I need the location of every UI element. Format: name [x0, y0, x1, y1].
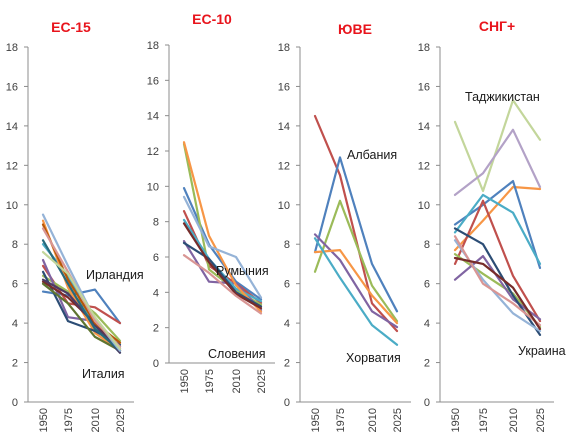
- y-tick-label-yuve: 6: [284, 279, 290, 291]
- chart-title-sng: СНГ+: [479, 18, 515, 34]
- y-tick-label-ec15: 8: [12, 239, 18, 251]
- x-tick-label-ec10: 1950: [179, 369, 191, 393]
- y-tick-label-ec10: 18: [147, 40, 159, 52]
- x-tick-label-ec10: 2010: [231, 369, 243, 393]
- series-line-yuve-6: [313, 237, 399, 346]
- x-tick-label-yuve: 1975: [335, 408, 347, 432]
- chart-title-ec15: ЕС-15: [51, 19, 91, 35]
- series-line-yuve-1: [313, 114, 399, 333]
- y-tick-label-sng: 6: [424, 279, 430, 291]
- y-tick-label-sng: 8: [424, 239, 430, 251]
- series-line-ec10-8: [182, 222, 263, 310]
- chart-title-ec10: ЕС-10: [192, 11, 232, 27]
- annotation-ec10-2: Словения: [208, 347, 266, 361]
- y-tick-label-sng: 0: [424, 397, 430, 409]
- x-tick-label-yuve: 1950: [310, 408, 322, 432]
- series-line-yuve-5: [313, 249, 399, 325]
- series-line-sng-2: [453, 128, 542, 196]
- y-tick-label-sng: 16: [418, 81, 430, 93]
- series-line-ec10-2: [182, 210, 263, 304]
- x-tick-label-sng: 2025: [535, 408, 547, 432]
- y-tick-label-ec10: 14: [147, 111, 159, 123]
- annotation-sng-1: Таджикистан: [465, 90, 540, 104]
- y-tick-label-yuve: 10: [278, 200, 290, 212]
- y-tick-label-ec15: 4: [12, 318, 18, 330]
- x-tick-label-ec15: 1950: [38, 408, 50, 432]
- y-tick-label-ec15: 2: [12, 358, 18, 370]
- y-tick-label-ec10: 6: [153, 252, 159, 264]
- x-tick-label-sng: 2010: [508, 408, 520, 432]
- y-tick-label-ec15: 12: [6, 160, 18, 172]
- y-tick-label-yuve: 18: [278, 42, 290, 54]
- series-line-ec10-6: [182, 141, 263, 313]
- y-tick-label-ec15: 10: [6, 200, 18, 212]
- series-line-sng-9: [453, 227, 542, 336]
- y-tick-label-ec10: 4: [153, 287, 159, 299]
- y-tick-label-yuve: 0: [284, 397, 290, 409]
- series-line-sng-12: [453, 256, 542, 331]
- x-tick-label-yuve: 2010: [367, 408, 379, 432]
- x-tick-label-ec10: 2025: [256, 369, 268, 393]
- y-tick-label-ec10: 8: [153, 217, 159, 229]
- x-tick-label-sng: 1950: [450, 408, 462, 432]
- y-tick-label-ec15: 18: [6, 42, 18, 54]
- y-tick-label-ec15: 14: [6, 121, 18, 133]
- series-line-sng-4: [453, 180, 542, 269]
- x-tick-label-sng: 1975: [478, 408, 490, 432]
- series-line-ec15-9: [41, 282, 122, 352]
- y-tick-label-yuve: 12: [278, 160, 290, 172]
- x-tick-label-yuve: 2025: [392, 408, 404, 432]
- annotation-ec15-2: Италия: [82, 367, 125, 381]
- y-tick-label-ec15: 0: [12, 397, 18, 409]
- y-tick-label-yuve: 16: [278, 81, 290, 93]
- y-tick-label-sng: 2: [424, 358, 430, 370]
- y-tick-label-yuve: 2: [284, 358, 290, 370]
- y-tick-label-ec10: 10: [147, 181, 159, 193]
- y-tick-label-ec10: 12: [147, 146, 159, 158]
- y-tick-label-sng: 18: [418, 42, 430, 54]
- annotation-yuve-1: Албания: [347, 148, 397, 162]
- series-line-ec10-1: [182, 187, 263, 301]
- y-tick-label-sng: 14: [418, 121, 430, 133]
- y-tick-label-yuve: 4: [284, 318, 290, 330]
- y-tick-label-yuve: 14: [278, 121, 290, 133]
- series-line-ec15-15: [41, 251, 122, 350]
- series-line-ec10-10: [182, 254, 263, 315]
- series-line-yuve-4: [313, 233, 399, 329]
- series-line-sng-1: [453, 99, 542, 193]
- x-tick-label-ec10: 1975: [204, 369, 216, 393]
- series-line-yuve-2: [313, 156, 399, 313]
- series-line-ec10-9: [182, 195, 263, 299]
- y-tick-label-ec10: 2: [153, 323, 159, 335]
- y-tick-label-ec10: 0: [153, 358, 159, 370]
- series-line-ec10-7: [182, 241, 263, 308]
- x-tick-label-ec15: 1975: [63, 408, 75, 432]
- annotation-ec10-1: Румыния: [216, 264, 269, 278]
- y-tick-label-ec10: 16: [147, 75, 159, 87]
- series-line-yuve-3: [313, 199, 399, 323]
- y-tick-label-sng: 10: [418, 200, 430, 212]
- x-tick-label-ec15: 2010: [90, 408, 102, 432]
- series-line-ec10-4: [182, 240, 263, 312]
- y-tick-label-ec15: 16: [6, 81, 18, 93]
- y-tick-label-sng: 12: [418, 160, 430, 172]
- y-tick-label-yuve: 8: [284, 239, 290, 251]
- x-tick-label-ec15: 2025: [115, 408, 127, 432]
- annotation-yuve-2: Хорватия: [346, 351, 401, 365]
- series-line-sng-5: [453, 193, 542, 265]
- y-tick-label-sng: 4: [424, 318, 430, 330]
- annotation-ec15-1: Ирландия: [86, 268, 144, 282]
- chart-title-yuve: ЮВЕ: [338, 21, 372, 37]
- annotation-sng-2: Украина: [518, 344, 566, 358]
- y-tick-label-ec15: 6: [12, 279, 18, 291]
- series-line-sng-6: [453, 199, 542, 323]
